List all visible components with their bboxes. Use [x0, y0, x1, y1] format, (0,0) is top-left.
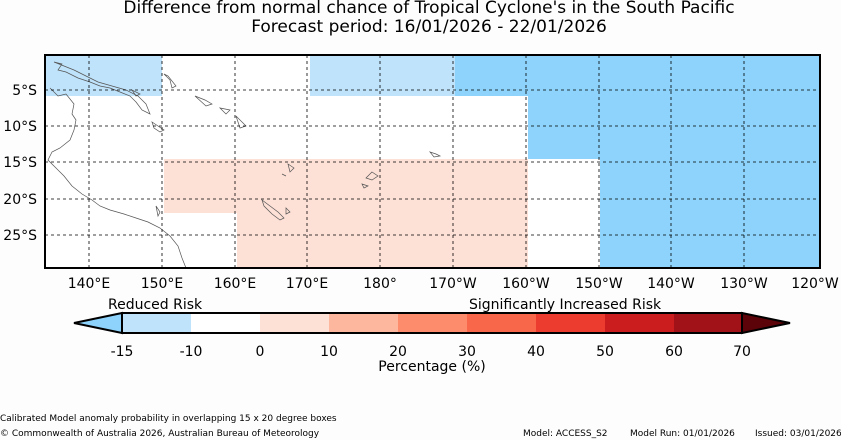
- latitude-labels: 5°S 10°S 15°S 20°S 25°S: [3, 83, 37, 244]
- lon-label: 140°E: [68, 276, 111, 292]
- lon-label: 150°W: [575, 276, 623, 292]
- lon-label: 160°E: [214, 276, 257, 292]
- colorbar-segment: [605, 313, 674, 333]
- footer-note: Calibrated Model anomaly probability in …: [0, 414, 337, 424]
- colorbar-tick: -10: [180, 344, 203, 360]
- colorbar-segment: [467, 313, 536, 333]
- lon-label: 160°W: [502, 276, 550, 292]
- colorbar-tick: 10: [320, 344, 338, 360]
- slight-increase-region: [237, 212, 528, 268]
- colorbar-tick: 60: [665, 344, 683, 360]
- lon-label: 140°W: [647, 276, 695, 292]
- lon-label: 150°E: [141, 276, 184, 292]
- colorbar-segment: [122, 313, 191, 333]
- map-title: Difference from normal chance of Tropica…: [123, 0, 735, 18]
- colorbar-segment: [398, 313, 467, 333]
- coastlines: [47, 61, 442, 268]
- colorbar-segment: [536, 313, 605, 333]
- reduced-risk-region: [45, 55, 162, 96]
- lon-label: 180°: [363, 276, 397, 292]
- colorbar: Reduced Risk Significantly Increased Ris…: [73, 297, 791, 375]
- increased-risk-label: Significantly Increased Risk: [469, 297, 662, 313]
- lon-label: 130°W: [720, 276, 768, 292]
- reduced-risk-label: Reduced Risk: [108, 297, 203, 313]
- lat-label: 25°S: [3, 228, 37, 244]
- forecast-period: Forecast period: 16/01/2026 - 22/01/2026: [251, 17, 607, 37]
- footer-model-run: Model Run: 01/01/2026: [630, 429, 735, 439]
- lon-label: 170°E: [286, 276, 329, 292]
- colorbar-segment: [674, 313, 742, 333]
- lat-label: 20°S: [3, 192, 37, 208]
- colorbar-xlabel: Percentage (%): [378, 359, 485, 375]
- colorbar-tick: 70: [733, 344, 751, 360]
- colorbar-over-arrow: [741, 311, 791, 335]
- lon-label: 120°W: [791, 276, 839, 292]
- longitude-labels: 140°E 150°E 160°E 170°E 180° 170°W 160°W…: [68, 276, 839, 292]
- map-frame: [44, 54, 821, 269]
- slight-increase-region: [164, 159, 528, 213]
- colorbar-tick: 20: [389, 344, 407, 360]
- colorbar-under-arrow: [73, 311, 123, 335]
- map-area: [45, 55, 820, 268]
- colorbar-segment: [191, 313, 260, 333]
- footer-issued: Issued: 03/01/2026: [755, 429, 841, 439]
- colorbar-tick: 30: [458, 344, 476, 360]
- lat-label: 5°S: [12, 83, 37, 99]
- colorbar-tick: -15: [111, 344, 134, 360]
- increased-risk-region: [455, 55, 820, 96]
- colorbar-tick: 40: [527, 344, 545, 360]
- reduced-risk-region: [310, 55, 457, 96]
- footer-model: Model: ACCESS_S2: [523, 429, 608, 439]
- increased-risk-region: [600, 159, 820, 268]
- footer-copyright: © Commonwealth of Australia 2026, Austra…: [0, 429, 320, 439]
- colorbar-tick: 50: [596, 344, 614, 360]
- colorbar-segment: [329, 313, 398, 333]
- lat-label: 10°S: [3, 119, 37, 135]
- lat-label: 15°S: [3, 155, 37, 171]
- colorbar-segment: [260, 313, 329, 333]
- increased-risk-region: [528, 96, 820, 159]
- lon-label: 170°W: [429, 276, 477, 292]
- colorbar-tick: 0: [256, 344, 265, 360]
